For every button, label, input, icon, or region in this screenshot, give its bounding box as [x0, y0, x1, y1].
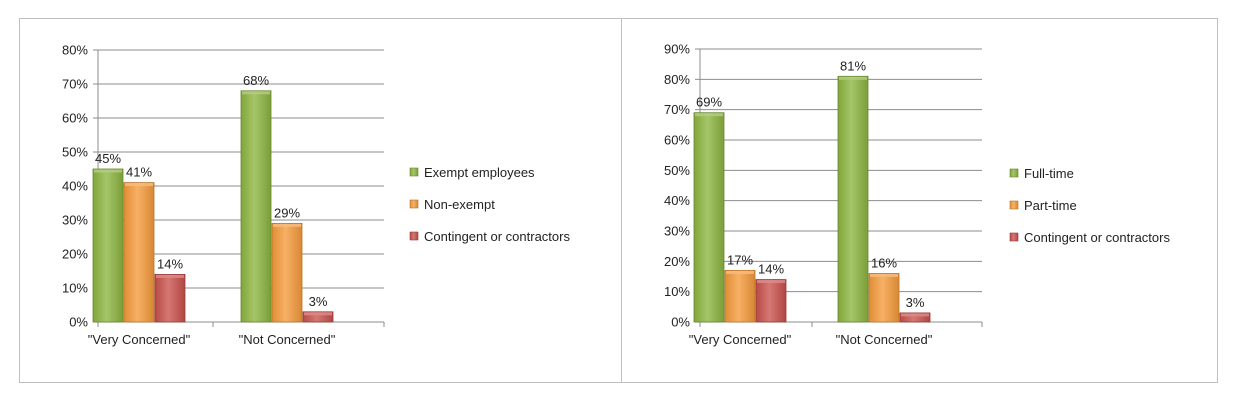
legend-label: Exempt employees	[424, 165, 535, 180]
bar-exempt-employees	[240, 90, 272, 323]
y-tick-label: 40%	[664, 193, 690, 208]
y-tick-label: 60%	[664, 133, 690, 148]
data-label: 41%	[126, 165, 152, 180]
x-category-label: "Very Concerned"	[689, 332, 792, 347]
data-label: 45%	[95, 151, 121, 166]
y-tick-label: 30%	[62, 213, 88, 228]
legend-label: Contingent or contractors	[1024, 230, 1170, 245]
data-label: 3%	[309, 294, 328, 309]
bar-part-time	[868, 273, 900, 323]
bar-highlight	[901, 313, 929, 317]
y-tick-label: 90%	[664, 42, 690, 57]
y-tick-label: 50%	[62, 145, 88, 160]
y-tick-label: 70%	[62, 77, 88, 92]
bar-highlight	[94, 169, 122, 173]
bar-highlight	[156, 274, 184, 278]
legend-swatch	[1009, 200, 1019, 210]
y-tick-label: 30%	[664, 224, 690, 239]
data-label: 16%	[871, 255, 897, 270]
data-label: 69%	[696, 95, 722, 110]
bar-highlight	[125, 183, 153, 187]
data-label: 3%	[906, 295, 925, 310]
bar-highlight	[870, 273, 898, 277]
y-tick-label: 20%	[62, 247, 88, 262]
y-tick-label: 10%	[664, 284, 690, 299]
legend-swatch	[409, 167, 419, 177]
data-label: 14%	[157, 256, 183, 271]
legend-swatch	[1009, 168, 1019, 178]
y-tick-label: 0%	[671, 315, 690, 330]
y-tick-label: 70%	[664, 102, 690, 117]
bar-highlight	[242, 91, 270, 95]
data-label: 29%	[274, 205, 300, 220]
bar-highlight	[273, 223, 301, 227]
data-label: 81%	[840, 58, 866, 73]
bar-contingent-or-contractors	[302, 311, 334, 323]
y-tick-label: 20%	[664, 254, 690, 269]
x-category-label: "Not Concerned"	[239, 332, 336, 347]
bar-contingent-or-contractors	[755, 279, 787, 323]
bar-contingent-or-contractors	[154, 273, 186, 323]
bar-exempt-employees	[92, 168, 124, 323]
legend-label: Full-time	[1024, 166, 1074, 181]
legend-label: Non-exempt	[424, 197, 495, 212]
x-category-label: "Not Concerned"	[836, 332, 933, 347]
bar-highlight	[839, 76, 867, 80]
bar-full-time	[693, 112, 725, 323]
y-tick-label: 50%	[664, 163, 690, 178]
data-label: 17%	[727, 252, 753, 267]
y-tick-label: 60%	[62, 111, 88, 126]
y-tick-label: 10%	[62, 281, 88, 296]
bar-chart-left: 0% 10% 20% 30% 40% 50% 60% 70% 80% 45% 41% 14% "Very…	[62, 43, 570, 348]
bar-full-time	[837, 75, 869, 323]
bar-highlight	[695, 113, 723, 117]
y-tick-label: 0%	[69, 315, 88, 330]
bar-highlight	[757, 280, 785, 284]
legend-swatch	[1009, 232, 1019, 242]
legend-swatch	[409, 199, 419, 209]
bar-highlight	[304, 312, 332, 316]
legend-swatch	[409, 231, 419, 241]
chart-panel-right: 0% 10% 20% 30% 40% 50% 60% 70% 80% 90% 69% 17% 14% "V…	[621, 18, 1218, 383]
legend-label: Contingent or contractors	[424, 229, 570, 244]
bar-part-time	[724, 270, 756, 323]
x-category-label: "Very Concerned"	[88, 332, 191, 347]
bar-contingent-or-contractors	[899, 312, 931, 323]
chart-panel-left: 0% 10% 20% 30% 40% 50% 60% 70% 80% 45% 41% 14% "Very…	[19, 18, 622, 383]
bar-non-exempt	[271, 222, 303, 323]
y-tick-label: 80%	[664, 72, 690, 87]
bar-highlight	[726, 270, 754, 274]
bar-non-exempt	[123, 182, 155, 323]
y-tick-label: 40%	[62, 179, 88, 194]
legend-label: Part-time	[1024, 198, 1077, 213]
bar-chart-right: 0% 10% 20% 30% 40% 50% 60% 70% 80% 90% 69% 17% 14% "V…	[664, 42, 1170, 348]
y-tick-label: 80%	[62, 43, 88, 58]
data-label: 68%	[243, 73, 269, 88]
data-label: 14%	[758, 262, 784, 277]
